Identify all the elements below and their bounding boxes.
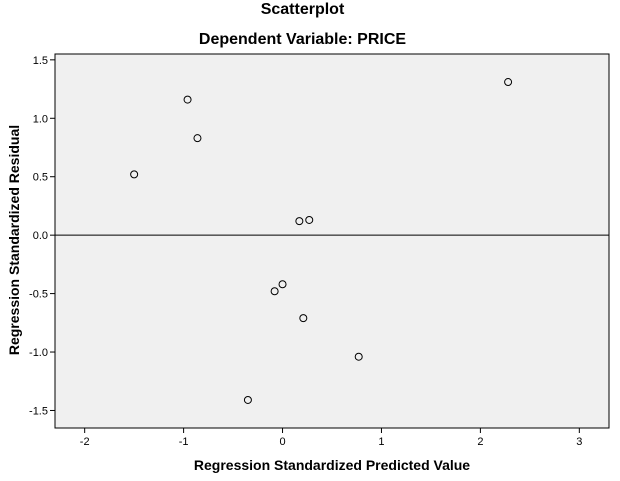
y-tick-label: 0.0 — [33, 230, 48, 242]
y-tick-label: 1.5 — [33, 55, 48, 67]
data-points — [130, 78, 513, 404]
x-tick-label: 1 — [378, 436, 384, 448]
x-tick-label: 3 — [576, 436, 582, 448]
data-point — [295, 217, 304, 226]
data-point — [305, 215, 314, 224]
y-tick-label: -1.0 — [29, 347, 48, 359]
data-point — [270, 287, 279, 296]
x-tick-label: 2 — [477, 436, 483, 448]
data-point — [299, 314, 308, 323]
y-tick-label: 0.5 — [33, 172, 48, 184]
x-axis-label: Regression Standardized Predicted Value — [193, 457, 471, 473]
plot-area — [54, 53, 610, 429]
data-point — [130, 170, 139, 179]
y-tick-label: -0.5 — [29, 289, 48, 301]
y-tick-label: -1.5 — [29, 405, 48, 417]
y-axis: -1.5 -1.0 -0.5 0.0 0.5 1.0 1.5 — [29, 55, 55, 417]
data-point — [193, 134, 202, 143]
x-tick-label: -1 — [179, 436, 189, 448]
data-point — [354, 352, 363, 361]
y-axis-label: Regression Standardized Residual — [6, 124, 22, 356]
data-point — [183, 95, 192, 104]
chart-title: Scatterplot — [260, 1, 345, 18]
x-tick-label: -2 — [80, 436, 90, 448]
x-tick-label: 0 — [279, 436, 285, 448]
x-axis: -2 -1 0 1 2 3 — [80, 428, 582, 448]
y-tick-label: 1.0 — [33, 113, 48, 125]
data-point — [243, 395, 252, 404]
data-point — [504, 78, 513, 87]
chart-subtitle: Dependent Variable: PRICE — [198, 31, 407, 48]
data-point — [278, 280, 287, 289]
